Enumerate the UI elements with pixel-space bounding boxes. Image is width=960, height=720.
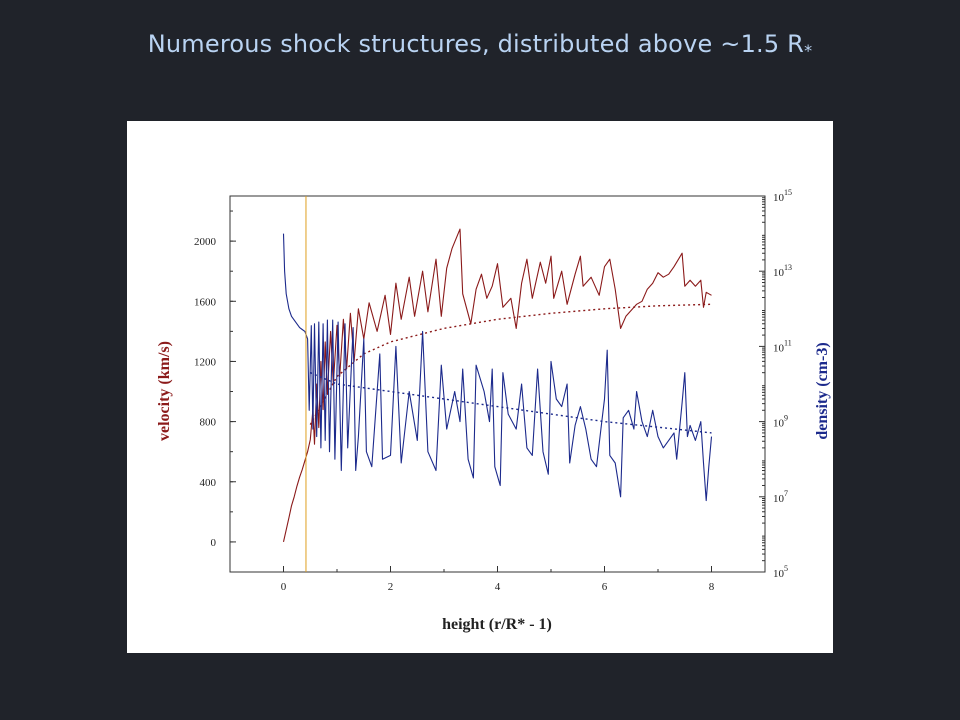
y-left-tick-label: 800 [200, 417, 217, 429]
y-left-tick-label: 400 [200, 477, 217, 489]
y-left-tick-label: 1200 [194, 356, 217, 368]
y-right-tick-label: 107 [773, 489, 788, 505]
figure-panel: 0 2 4 6 8 0 400 800 1200 1600 2000 105 107 109 1011 101… [127, 121, 833, 653]
series-layer [282, 228, 713, 543]
x-tick-label: 4 [495, 581, 501, 593]
x-axis-title: height (r/R* - 1) [442, 616, 552, 633]
density-mean-dotted-line [310, 372, 712, 434]
slide-title: Numerous shock structures, distributed a… [0, 30, 960, 60]
density-series-line [282, 233, 713, 502]
x-tick-label: 2 [388, 581, 394, 593]
y-left-axis-title: velocity (km/s) [156, 341, 173, 441]
shock-structure-chart: 0 2 4 6 8 0 400 800 1200 1600 2000 105 107 109 1011 101… [156, 188, 831, 633]
slide-title-text: Numerous shock structures, distributed a… [147, 30, 805, 58]
velocity-mean-dotted-line [309, 303, 712, 425]
x-tick-label: 8 [709, 581, 715, 593]
y-left-tick-label: 1600 [194, 296, 217, 308]
y-right-tick-label: 105 [773, 564, 788, 580]
velocity-series-line [282, 228, 712, 543]
x-tick-label: 0 [281, 581, 287, 593]
y-right-tick-label: 1011 [773, 338, 792, 354]
y-left-tick-label: 0 [211, 537, 217, 549]
y-right-tick-label: 1013 [773, 263, 792, 279]
x-tick-label: 6 [602, 581, 608, 593]
y-left-tick-label: 2000 [194, 236, 217, 248]
y-right-tick-label: 1015 [773, 188, 792, 204]
slide-title-subscript: * [804, 41, 813, 60]
y-right-tick-label: 109 [773, 414, 788, 430]
ticks-layer: 0 2 4 6 8 0 400 800 1200 1600 2000 105 107 109 1011 101… [194, 188, 792, 593]
y-right-axis-title: density (cm-3) [814, 342, 831, 439]
